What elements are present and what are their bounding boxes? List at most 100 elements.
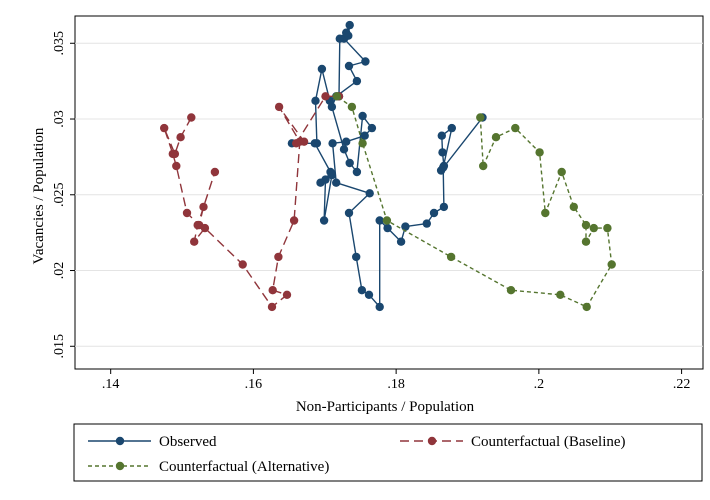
data-point <box>344 208 354 218</box>
data-point <box>200 223 210 233</box>
x-tick-label: .18 <box>387 377 405 392</box>
data-point <box>299 137 309 146</box>
data-point <box>352 252 361 262</box>
data-point <box>589 223 598 233</box>
data-point <box>190 237 199 246</box>
data-point <box>352 76 362 86</box>
data-point <box>541 208 550 218</box>
data-point <box>238 260 247 269</box>
legend-swatch-marker <box>115 436 125 446</box>
series-3 <box>332 92 616 312</box>
series-2 <box>160 92 344 312</box>
legend-label: Observed <box>159 434 217 450</box>
data-point <box>311 96 320 106</box>
data-point <box>476 113 485 122</box>
data-point <box>342 28 351 37</box>
data-point <box>274 252 283 262</box>
data-point <box>556 290 565 299</box>
legend-box <box>73 423 703 482</box>
data-point <box>274 102 284 112</box>
data-point <box>332 92 342 101</box>
data-point <box>581 220 591 230</box>
data-point <box>282 290 292 299</box>
data-point <box>582 302 591 312</box>
data-point <box>347 102 357 112</box>
data-point <box>535 148 544 157</box>
data-point <box>344 61 354 71</box>
legend-item: Counterfactual (Baseline) <box>400 434 626 450</box>
data-point <box>491 133 501 142</box>
data-point <box>383 223 392 233</box>
legend-label: Counterfactual (Alternative) <box>159 459 329 475</box>
plot-region <box>74 15 704 370</box>
data-point <box>357 286 367 295</box>
data-point <box>607 260 616 269</box>
data-point <box>182 208 192 218</box>
data-point <box>289 216 299 225</box>
data-point <box>268 286 277 295</box>
data-point <box>396 237 406 246</box>
data-point <box>168 149 177 159</box>
data-point <box>437 131 446 140</box>
gridlines <box>75 42 703 347</box>
y-tick-label: .015 <box>52 334 67 359</box>
x-tick-label: .14 <box>102 377 120 392</box>
data-point <box>382 216 392 225</box>
data-point <box>292 139 301 148</box>
data-point <box>511 123 520 133</box>
data-point <box>193 220 202 230</box>
series-1 <box>287 20 487 312</box>
data-point <box>345 158 354 168</box>
data-point <box>361 57 370 66</box>
data-point <box>328 139 337 148</box>
data-point <box>310 139 319 148</box>
legend-label: Counterfactual (Baseline) <box>471 434 626 450</box>
data-point <box>267 302 277 312</box>
data-point <box>316 178 325 187</box>
data-point <box>358 111 367 121</box>
data-point <box>335 34 344 43</box>
data-point <box>603 223 612 233</box>
data-point <box>581 237 591 246</box>
series-layer <box>160 20 616 312</box>
legend-swatch-marker <box>115 461 125 471</box>
data-point <box>199 202 208 212</box>
data-point <box>506 286 516 295</box>
data-point <box>342 137 351 146</box>
data-point <box>447 123 456 133</box>
data-point <box>176 133 185 142</box>
y-tick-label: .02 <box>52 262 67 280</box>
data-point <box>375 302 384 312</box>
data-point <box>321 92 330 101</box>
data-point <box>319 216 329 225</box>
legend: Observed Counterfactual (Baseline) Counter… <box>88 434 626 475</box>
legend-item: Observed <box>88 434 217 450</box>
data-point <box>367 123 377 133</box>
y-tick-label: .03 <box>52 110 67 128</box>
data-point <box>172 161 181 171</box>
data-point <box>479 161 488 171</box>
data-point <box>438 148 447 157</box>
data-point <box>160 123 169 133</box>
y-tick-label: .025 <box>52 183 67 208</box>
data-point <box>327 170 337 180</box>
data-point <box>446 252 456 262</box>
legend-swatch-marker <box>427 436 437 446</box>
data-point <box>401 222 410 231</box>
data-point <box>210 167 220 177</box>
data-point <box>332 178 341 187</box>
data-point <box>317 64 327 74</box>
data-point <box>439 202 449 212</box>
y-axis-title: Vacancies / Population <box>31 127 47 264</box>
data-point <box>339 145 349 154</box>
data-point <box>352 167 362 177</box>
data-point <box>364 290 374 299</box>
data-point <box>422 219 431 228</box>
data-point <box>345 20 354 30</box>
x-axis-title: Non-Participants / Population <box>296 399 475 415</box>
data-point <box>358 139 367 148</box>
data-point <box>375 216 384 225</box>
data-point <box>429 208 439 218</box>
data-point <box>365 189 374 198</box>
